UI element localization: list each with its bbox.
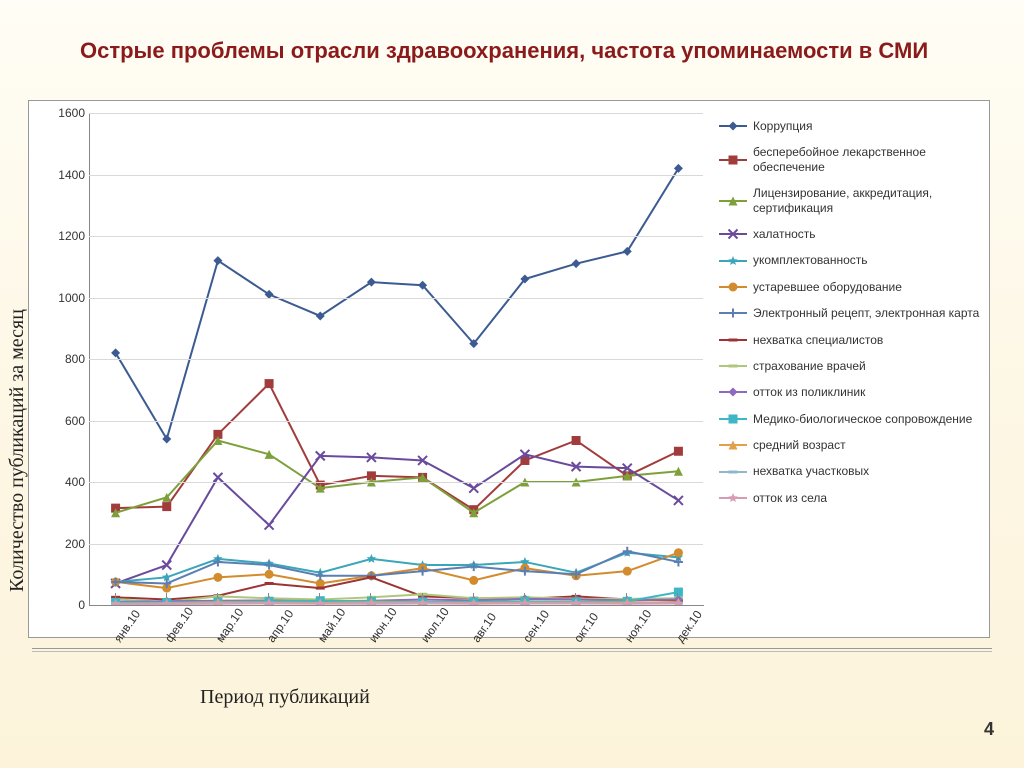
- x-tick: [268, 593, 269, 598]
- y-tick-label: 1400: [47, 168, 85, 182]
- x-tick: [677, 593, 678, 598]
- legend-item: страхование врачей: [719, 359, 981, 373]
- legend-swatch: [719, 254, 747, 268]
- x-tick-label: сен.10: [520, 608, 552, 646]
- legend-label: средний возраст: [753, 438, 846, 452]
- x-axis-title: Период публикаций: [200, 686, 370, 709]
- legend-item: бесперебойное лекарственное обеспечение: [719, 145, 981, 174]
- legend-label: нехватка специалистов: [753, 333, 883, 347]
- legend-swatch: [719, 412, 747, 426]
- legend-item: Электронный рецепт, электронная карта: [719, 306, 981, 320]
- x-tick: [115, 593, 116, 598]
- legend-label: страхование врачей: [753, 359, 866, 373]
- gridline: [89, 175, 703, 176]
- legend-swatch: [719, 333, 747, 347]
- legend-item: отток из села: [719, 491, 981, 505]
- legend-swatch: [719, 491, 747, 505]
- gridline: [89, 298, 703, 299]
- y-tick-label: 400: [47, 475, 85, 489]
- legend-item: Лицензирование, аккредитация, сертификац…: [719, 186, 981, 215]
- legend-label: бесперебойное лекарственное обеспечение: [753, 145, 981, 174]
- x-tick: [524, 593, 525, 598]
- legend-label: устаревшее оборудование: [753, 280, 902, 294]
- x-tick-label: мар.10: [213, 606, 246, 645]
- legend-swatch: [719, 438, 747, 452]
- legend-item: нехватка специалистов: [719, 333, 981, 347]
- x-tick-label: дек.10: [673, 608, 705, 645]
- x-tick-label: окт.10: [571, 610, 601, 645]
- legend: Коррупция бесперебойное лекарственное обе…: [719, 119, 981, 517]
- y-tick-label: 200: [47, 537, 85, 551]
- x-tick: [217, 593, 218, 598]
- legend-swatch: [719, 306, 747, 320]
- legend-label: Электронный рецепт, электронная карта: [753, 306, 979, 320]
- legend-swatch: [719, 194, 747, 208]
- divider: [32, 651, 992, 652]
- y-tick-label: 1000: [47, 291, 85, 305]
- legend-label: укомплектованность: [753, 253, 868, 267]
- legend-item: халатность: [719, 227, 981, 241]
- x-tick: [319, 593, 320, 598]
- gridline: [89, 236, 703, 237]
- legend-item: средний возраст: [719, 438, 981, 452]
- legend-item: укомплектованность: [719, 253, 981, 267]
- x-tick-label: авг.10: [469, 610, 499, 645]
- legend-swatch: [719, 465, 747, 479]
- y-tick-label: 1600: [47, 106, 85, 120]
- legend-item: нехватка участковых: [719, 464, 981, 478]
- y-tick-label: 1200: [47, 229, 85, 243]
- legend-swatch: [719, 385, 747, 399]
- legend-swatch: [719, 119, 747, 133]
- legend-item: устаревшее оборудование: [719, 280, 981, 294]
- legend-label: нехватка участковых: [753, 464, 869, 478]
- gridline: [89, 482, 703, 483]
- legend-item: Медико-биологическое сопровождение: [719, 412, 981, 426]
- x-tick: [370, 593, 371, 598]
- legend-label: халатность: [753, 227, 816, 241]
- legend-swatch: [719, 359, 747, 373]
- slide-title: Острые проблемы отрасли здравоохранения,…: [80, 36, 950, 66]
- legend-label: Коррупция: [753, 119, 812, 133]
- y-axis-title: Количество публикаций за месяц: [6, 309, 29, 592]
- x-tick: [626, 593, 627, 598]
- x-tick-label: апр.10: [264, 607, 296, 645]
- y-tick-label: 600: [47, 414, 85, 428]
- y-tick-label: 0: [47, 598, 85, 612]
- legend-item: отток из поликлиник: [719, 385, 981, 399]
- gridline: [89, 421, 703, 422]
- gridline: [89, 544, 703, 545]
- x-tick: [166, 593, 167, 598]
- legend-swatch: [719, 227, 747, 241]
- y-tick-label: 800: [47, 352, 85, 366]
- divider: [32, 648, 992, 649]
- x-tick-label: май.10: [315, 606, 348, 645]
- x-tick-label: янв.10: [111, 607, 143, 645]
- legend-item: Коррупция: [719, 119, 981, 133]
- legend-swatch: [719, 280, 747, 294]
- legend-label: отток из села: [753, 491, 827, 505]
- gridline: [89, 113, 703, 114]
- x-tick: [422, 593, 423, 598]
- x-tick: [575, 593, 576, 598]
- gridline: [89, 359, 703, 360]
- x-tick-label: июл.10: [418, 605, 452, 645]
- chart-container: Коррупция бесперебойное лекарственное обе…: [28, 100, 990, 638]
- x-tick-label: ноя.10: [622, 607, 654, 645]
- x-tick-label: фев.10: [162, 605, 196, 645]
- page-number: 4: [984, 719, 994, 740]
- legend-swatch: [719, 153, 747, 167]
- legend-label: отток из поликлиник: [753, 385, 865, 399]
- x-tick-label: июн.10: [366, 605, 400, 645]
- x-tick: [473, 593, 474, 598]
- legend-label: Лицензирование, аккредитация, сертификац…: [753, 186, 981, 215]
- legend-label: Медико-биологическое сопровождение: [753, 412, 972, 426]
